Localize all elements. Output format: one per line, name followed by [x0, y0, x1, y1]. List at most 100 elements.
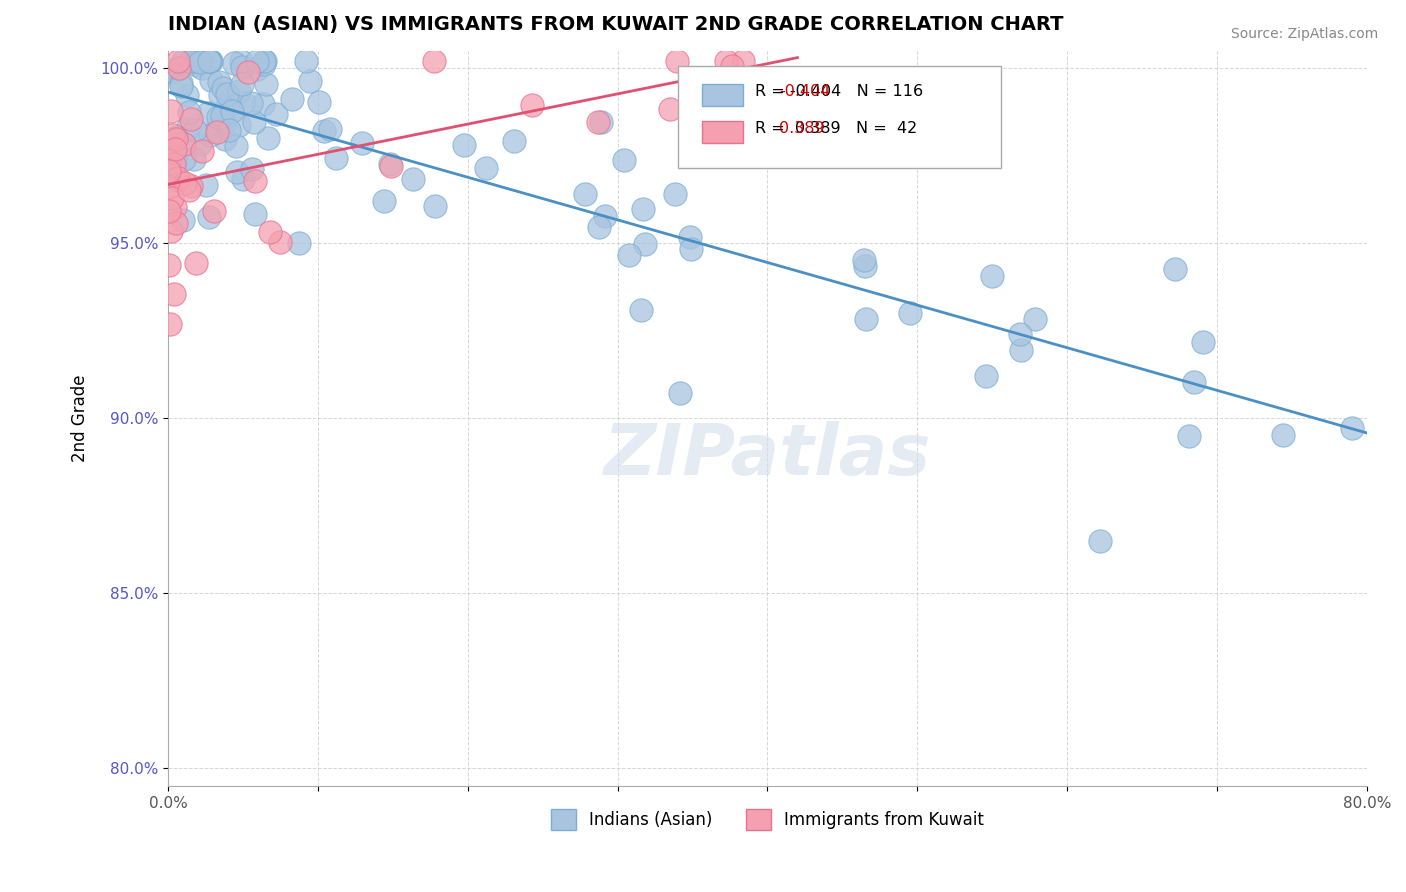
Point [165, 131, 187, 145]
Point [1010, 327, 1032, 342]
Point [631, 202, 654, 216]
Point [165, 130, 187, 145]
Point [160, 104, 183, 119]
Point [253, 57, 276, 71]
Point [217, 96, 239, 111]
Point [183, 152, 205, 166]
Point [246, 54, 269, 69]
Point [373, 194, 395, 208]
Point [172, 54, 194, 69]
Text: Source: ZipAtlas.com: Source: ZipAtlas.com [1230, 27, 1378, 41]
Point [180, 112, 202, 126]
Point [184, 256, 207, 270]
Point [218, 123, 240, 137]
Point [159, 224, 181, 238]
Point [160, 191, 183, 205]
Y-axis label: 2nd Grade: 2nd Grade [72, 375, 89, 462]
Point [165, 132, 187, 146]
Point [221, 103, 243, 118]
Point [246, 62, 269, 76]
Point [184, 54, 207, 69]
Text: R =  0.389   N =  42: R = 0.389 N = 42 [755, 120, 918, 136]
Point [157, 258, 180, 272]
Point [184, 122, 207, 136]
Point [194, 54, 217, 69]
Bar [702, 120, 744, 143]
Point [242, 114, 264, 128]
Point [474, 161, 496, 176]
Point [198, 211, 221, 225]
Text: INDIAN (ASIAN) VS IMMIGRANTS FROM KUWAIT 2ND GRADE CORRELATION CHART: INDIAN (ASIAN) VS IMMIGRANTS FROM KUWAIT… [169, 15, 1063, 34]
Point [163, 157, 186, 171]
Point [1178, 429, 1201, 443]
Point [172, 213, 194, 227]
Point [314, 124, 336, 138]
Point [190, 61, 212, 75]
Point [682, 87, 704, 102]
Point [733, 54, 755, 69]
Point [183, 54, 205, 69]
Point [681, 242, 703, 256]
Point [191, 144, 214, 158]
Point [200, 73, 222, 87]
Point [253, 54, 276, 69]
Bar [702, 84, 744, 106]
Point [157, 204, 180, 219]
Point [630, 303, 652, 318]
Point [165, 142, 187, 156]
Point [591, 115, 613, 129]
Point [214, 132, 236, 146]
Point [157, 164, 180, 178]
Point [380, 159, 402, 173]
Point [209, 87, 232, 102]
Point [1088, 533, 1111, 548]
Point [198, 54, 221, 69]
Point [423, 54, 446, 69]
Point [200, 54, 222, 69]
Point [520, 97, 543, 112]
Point [240, 161, 263, 176]
Point [257, 130, 280, 145]
Point [186, 58, 208, 72]
Point [1182, 375, 1205, 389]
Point [245, 174, 267, 188]
Point [170, 76, 193, 90]
Point [281, 91, 304, 105]
Point [308, 95, 330, 109]
Point [855, 311, 877, 326]
Point [173, 136, 195, 151]
Point [574, 187, 596, 202]
Point [162, 128, 184, 142]
Point [236, 65, 259, 79]
Point [188, 55, 211, 70]
Point [197, 106, 219, 120]
Point [205, 125, 228, 139]
Point [1024, 312, 1046, 326]
Point [269, 235, 291, 250]
Point [666, 54, 689, 69]
FancyBboxPatch shape [678, 65, 1001, 169]
Point [202, 204, 225, 219]
Point [253, 54, 276, 69]
Point [177, 183, 200, 197]
Point [1164, 262, 1187, 277]
Point [378, 157, 401, 171]
Point [186, 54, 208, 69]
Point [188, 136, 211, 151]
Point [179, 54, 201, 69]
Point [212, 81, 235, 95]
Point [173, 152, 195, 166]
Point [613, 153, 636, 167]
Point [264, 107, 287, 121]
Point [976, 368, 998, 383]
Point [716, 54, 738, 69]
Point [167, 54, 190, 69]
Point [1192, 335, 1215, 350]
Point [176, 122, 198, 136]
Point [852, 253, 875, 268]
Point [425, 198, 447, 212]
Point [1340, 421, 1362, 435]
Point [214, 115, 236, 129]
Point [679, 229, 702, 244]
Point [658, 102, 681, 116]
